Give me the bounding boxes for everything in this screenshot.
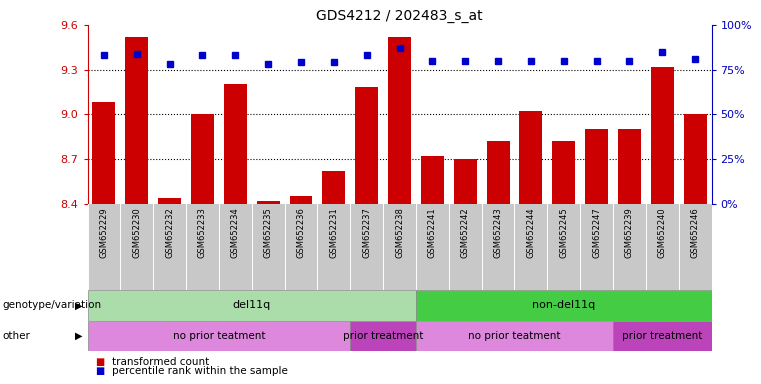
Bar <box>224 84 247 204</box>
Text: no prior teatment: no prior teatment <box>173 331 265 341</box>
Text: GSM652241: GSM652241 <box>428 207 437 258</box>
Text: GSM652246: GSM652246 <box>691 207 699 258</box>
Bar <box>191 114 214 204</box>
Text: no prior teatment: no prior teatment <box>468 331 561 341</box>
Bar <box>323 171 345 204</box>
Bar <box>613 321 712 351</box>
Text: GSM652230: GSM652230 <box>132 207 142 258</box>
Bar <box>416 321 613 351</box>
Bar <box>585 129 608 204</box>
Text: GSM652238: GSM652238 <box>395 207 404 258</box>
Bar <box>651 66 673 204</box>
Text: GSM652244: GSM652244 <box>527 207 536 258</box>
Bar <box>416 290 712 321</box>
Text: genotype/variation: genotype/variation <box>2 300 101 310</box>
Text: ■: ■ <box>95 366 104 376</box>
Bar <box>158 197 181 204</box>
Bar <box>88 321 350 351</box>
Text: GSM652236: GSM652236 <box>297 207 305 258</box>
Text: ▶: ▶ <box>75 331 82 341</box>
Text: percentile rank within the sample: percentile rank within the sample <box>112 366 288 376</box>
Text: transformed count: transformed count <box>112 357 209 367</box>
Text: GSM652229: GSM652229 <box>100 207 108 258</box>
Bar <box>88 290 416 321</box>
Bar <box>289 196 313 204</box>
Bar <box>421 156 444 204</box>
Bar <box>355 88 378 204</box>
Text: prior treatment: prior treatment <box>343 331 423 341</box>
Text: GSM652234: GSM652234 <box>231 207 240 258</box>
Bar <box>618 129 641 204</box>
Text: GSM652242: GSM652242 <box>460 207 470 258</box>
Text: GSM652245: GSM652245 <box>559 207 568 258</box>
Text: ▶: ▶ <box>75 300 82 310</box>
Text: GSM652243: GSM652243 <box>494 207 502 258</box>
Text: del11q: del11q <box>233 300 271 310</box>
Text: GSM652233: GSM652233 <box>198 207 207 258</box>
Title: GDS4212 / 202483_s_at: GDS4212 / 202483_s_at <box>317 8 482 23</box>
Bar <box>256 200 279 204</box>
Bar <box>126 37 148 204</box>
Text: GSM652237: GSM652237 <box>362 207 371 258</box>
Text: GSM652235: GSM652235 <box>263 207 272 258</box>
Bar <box>454 159 476 204</box>
Bar <box>552 141 575 204</box>
Bar <box>520 111 543 204</box>
Text: other: other <box>2 331 30 341</box>
Text: GSM652231: GSM652231 <box>330 207 339 258</box>
Bar <box>683 114 707 204</box>
Text: GSM652247: GSM652247 <box>592 207 601 258</box>
Bar <box>486 141 510 204</box>
Bar <box>350 321 416 351</box>
Text: GSM652239: GSM652239 <box>625 207 634 258</box>
Text: non-del11q: non-del11q <box>532 300 595 310</box>
Text: ■: ■ <box>95 357 104 367</box>
Bar <box>92 102 116 204</box>
Bar <box>388 37 411 204</box>
Text: GSM652240: GSM652240 <box>658 207 667 258</box>
Text: GSM652232: GSM652232 <box>165 207 174 258</box>
Text: prior treatment: prior treatment <box>622 331 702 341</box>
